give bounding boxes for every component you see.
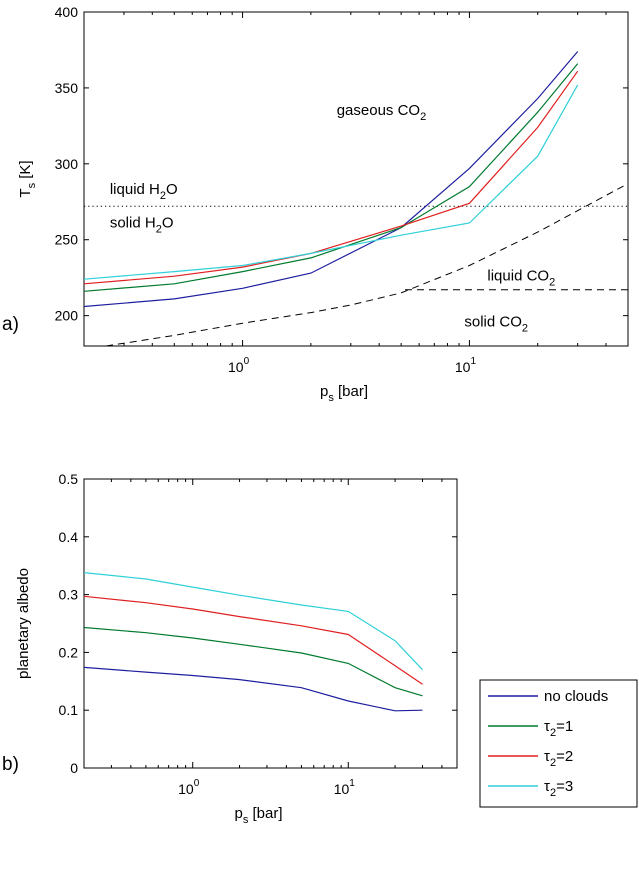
x-tick-label: 101	[334, 778, 356, 797]
plot-frame	[83, 478, 458, 769]
series-line-2	[84, 63, 579, 292]
x-axis-label: ps [bar]	[320, 383, 368, 404]
series-line-1	[84, 51, 579, 308]
annotation-label: liquid CO2	[487, 268, 555, 289]
x-tick-label: 100	[228, 356, 250, 375]
panel-b: 0 0.1 0.2 0.3 0.4 0.5 100 101 ps [bar] planetary …	[2, 471, 638, 826]
series-line-3	[84, 595, 423, 685]
reference-line-dashed	[105, 183, 628, 346]
y-tick-label: 400	[55, 4, 79, 20]
y-tick-label: 300	[55, 156, 79, 172]
y-tick-label: 0.4	[59, 529, 79, 545]
y-tick-label: 0.2	[59, 644, 79, 660]
panel-label: a)	[2, 314, 19, 335]
legend-entry: τ2=1	[544, 718, 573, 739]
series-line-2	[84, 626, 423, 697]
annotation-label: solid H2O	[110, 215, 174, 236]
series-line-3	[84, 70, 579, 285]
legend-entry: τ2=2	[544, 748, 573, 769]
y-tick-label: 350	[55, 80, 79, 96]
x-axis-label: ps [bar]	[234, 805, 282, 826]
panel-label: b)	[2, 754, 19, 775]
legend-entry: no clouds	[544, 688, 608, 705]
y-axis-label: planetary albedo	[15, 568, 32, 679]
y-tick-label: 250	[55, 232, 79, 248]
panel-a: 200 250 300 350 400 100 101 ps [bar] Ts [K] a) gas…	[2, 4, 629, 404]
x-tick-label: 101	[455, 356, 477, 375]
x-tick-label: 100	[178, 778, 200, 797]
legend-entry: τ2=3	[544, 778, 573, 799]
y-tick-label: 0.3	[59, 587, 79, 603]
plot-data	[84, 572, 423, 712]
y-tick-label: 0	[70, 760, 78, 776]
y-tick-label: 0.5	[59, 471, 79, 487]
series-line-4	[84, 84, 579, 280]
annotation-label: gaseous CO2	[337, 102, 427, 123]
legend: no clouds τ2=1 τ2=2 τ2=3	[479, 679, 638, 808]
annotation-label: solid CO2	[464, 313, 528, 334]
y-axis-label: Ts [K]	[17, 160, 38, 197]
y-tick-label: 0.1	[59, 702, 79, 718]
y-tick-label: 200	[55, 308, 79, 324]
series-line-1	[84, 666, 423, 712]
plot-frame	[83, 11, 629, 347]
series-line-4	[84, 572, 423, 671]
plot-data	[84, 51, 628, 346]
annotation-label: liquid H2O	[110, 181, 178, 202]
